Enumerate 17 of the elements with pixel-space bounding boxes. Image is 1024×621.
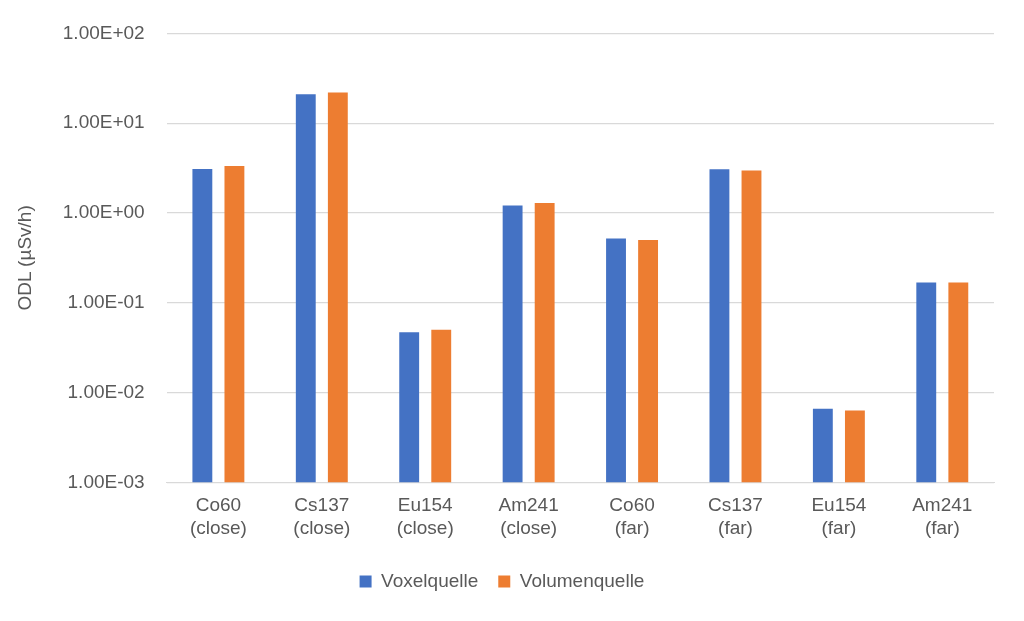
y-tick-label: 1.00E-02 [67, 380, 145, 402]
x-tick-label: Am241 (close) [498, 494, 559, 538]
x-tick-label: Co60 (close) [189, 494, 247, 538]
x-tick-label: Am241 (far) [912, 494, 973, 538]
x-tick-label: Cs137 (far) [708, 494, 763, 538]
x-tick-label: Eu154 (far) [811, 494, 867, 538]
x-tick-label: Co60 (far) [609, 494, 655, 538]
y-tick-label: 1.00E+02 [62, 21, 145, 43]
y-tick-label: 1.00E-01 [67, 291, 145, 313]
y-tick-label: 1.00E-03 [67, 470, 145, 492]
y-tick-label: 1.00E+00 [62, 201, 145, 223]
y-axis-title: ODL (µSv/h) [13, 205, 35, 311]
y-tick-label: 1.00E+01 [62, 111, 145, 133]
legend-label: Volumenquelle [519, 569, 645, 591]
legend-label: Voxelquelle [381, 569, 479, 591]
x-tick-label: Cs137 (close) [293, 494, 351, 538]
x-tick-label: Eu154 (close) [396, 494, 454, 538]
